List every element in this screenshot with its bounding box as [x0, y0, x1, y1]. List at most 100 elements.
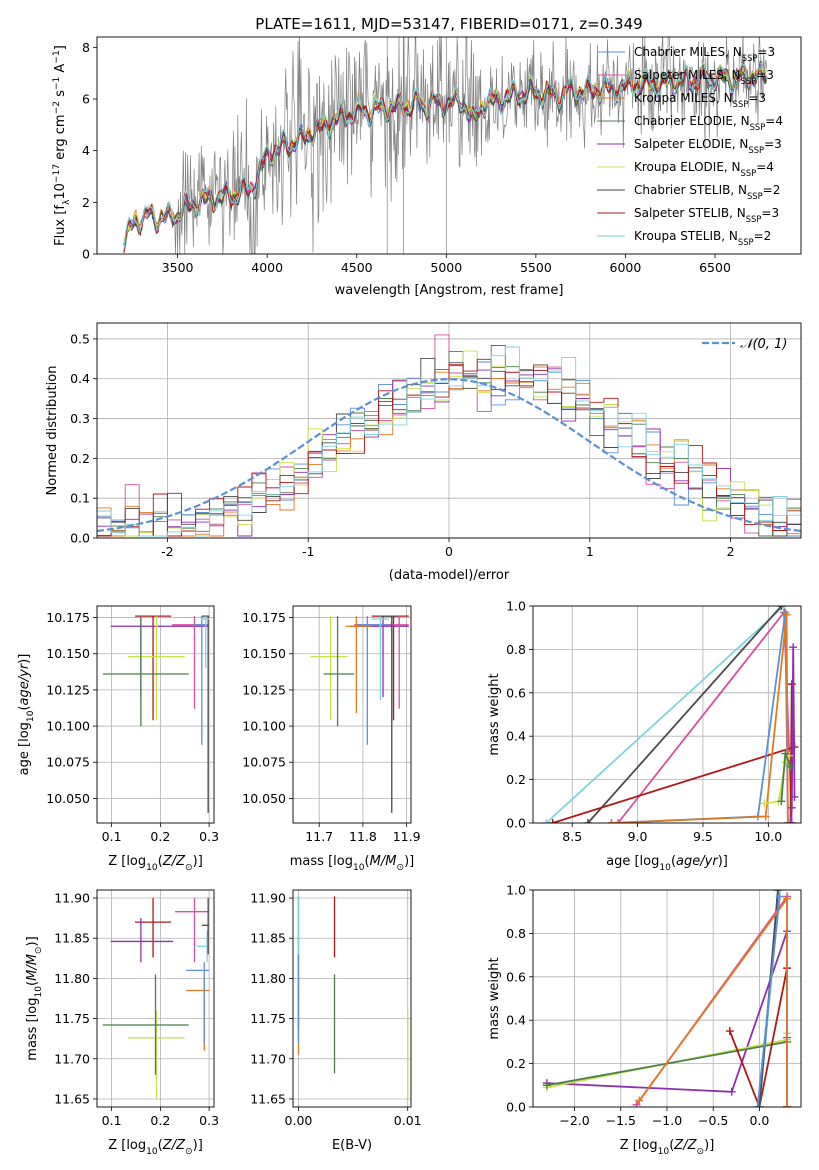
y-tick-label: 0.8 — [506, 926, 526, 941]
label-part: )] — [404, 854, 414, 869]
label-part: −2 — [52, 101, 62, 114]
axes-frame — [292, 889, 412, 1108]
legend-label: Kroupa STELIB, NSSP=2 — [634, 229, 771, 247]
plot-area — [310, 615, 409, 813]
x-tick-label: −1.0 — [652, 1113, 682, 1128]
y-axis-label: Normed distribution — [45, 366, 60, 496]
axes-frame — [532, 605, 802, 824]
y-tick-label: 10.050 — [46, 791, 90, 806]
y-tick-label: 0.2 — [506, 1056, 526, 1071]
label-part: =3 — [761, 206, 779, 220]
y-tick-label: 10.150 — [46, 646, 90, 661]
model-spectrum-line — [123, 58, 768, 250]
weight-line — [756, 896, 781, 1107]
label-part: −17 — [52, 164, 62, 183]
x-axis-label: E(B-V) — [332, 1138, 372, 1153]
label-part: M/M — [25, 954, 40, 981]
x-tick-label: 0.00 — [285, 1113, 313, 1128]
y-tick-label: 0.0 — [506, 816, 526, 831]
weight-line — [728, 967, 788, 1107]
label-part: Flux [f — [53, 205, 68, 246]
label-part: ( — [17, 705, 32, 710]
label-part: 10 — [146, 1147, 158, 1157]
label-part: )] — [193, 1138, 203, 1153]
y-tick-label: 11.65 — [54, 1091, 90, 1106]
label-part: Z [log — [108, 854, 146, 869]
y-tick-label: 0.4 — [506, 1013, 526, 1028]
y-tick-label: 11.90 — [250, 891, 286, 906]
label-part: ] — [53, 45, 68, 50]
y-tick-label: 0.4 — [70, 371, 90, 386]
weight-marker — [775, 892, 784, 901]
label-part: =4 — [756, 160, 774, 174]
y-tick-label: 10.150 — [242, 646, 286, 661]
plot-area — [102, 898, 210, 1099]
y-tick-label: 11.65 — [250, 1091, 286, 1106]
residual-histogram — [97, 358, 801, 538]
label-part: ⊙ — [697, 1147, 705, 1157]
plot-area — [297, 896, 409, 1099]
weight-vs-metallicity-panel: −2.0 −1.5 −1.0 −0.5 0.0 0.0 0.2 0.4 0.6 0.8 1.0 mas… — [487, 883, 802, 1157]
plot-area — [123, 37, 768, 254]
x-tick-label: 0.1 — [102, 829, 122, 844]
label-part: )] — [704, 1138, 714, 1153]
y-tick-label: 1.0 — [506, 883, 526, 898]
weight-marker — [783, 894, 792, 903]
label-part: ( — [669, 1138, 674, 1153]
x-axis-label: age [log10(age/yr)] — [606, 854, 728, 873]
weight-marker — [789, 643, 798, 652]
weight-marker — [783, 1103, 792, 1107]
weight-line — [617, 610, 793, 823]
y-tick-label: 8 — [82, 40, 90, 55]
label-part: Salpeter ELODIE, N — [634, 137, 748, 151]
label-part: age/yr — [676, 854, 719, 869]
label-part: Z [log — [620, 1138, 658, 1153]
y-tick-label: 11.80 — [54, 971, 90, 986]
label-part: SSP — [738, 237, 754, 247]
x-tick-label: −0.5 — [698, 1113, 728, 1128]
axes-frame — [96, 36, 802, 255]
residual-histogram — [97, 346, 801, 538]
label-part: 10 — [53, 183, 68, 200]
x-axis-label: Z [log10(Z/Z⊙)] — [620, 1138, 715, 1157]
label-part: A — [53, 64, 68, 77]
weight-line — [587, 606, 783, 823]
weight-marker — [548, 819, 557, 823]
y-tick-label: 10.050 — [242, 791, 286, 806]
label-part: SSP — [748, 145, 764, 155]
plot-area — [102, 615, 210, 813]
y-tick-label: 11.90 — [54, 891, 90, 906]
axes-frame — [532, 889, 802, 1108]
label-part: Z/Z — [673, 1138, 697, 1153]
weight-marker — [607, 819, 616, 823]
label-part: 10 — [34, 986, 44, 998]
x-tick-label: 0.01 — [394, 1113, 422, 1128]
y-tick-label: 10.100 — [242, 719, 286, 734]
label-part: ( — [158, 854, 163, 869]
y-tick-label: 11.70 — [54, 1051, 90, 1066]
weight-marker — [783, 819, 792, 823]
legend-label: Salpeter ELODIE, NSSP=3 — [634, 137, 782, 155]
x-tick-label: 5000 — [430, 260, 462, 275]
weight-marker — [786, 819, 795, 823]
x-tick-label: 0.2 — [150, 1113, 170, 1128]
y-tick-label: 0 — [82, 247, 90, 262]
weight-line — [789, 647, 796, 823]
figure-title: PLATE=1611, MJD=53147, FIBERID=0171, z=0… — [255, 15, 642, 33]
x-tick-label: 0.3 — [199, 1113, 219, 1128]
y-tick-label: 10.175 — [242, 610, 286, 625]
weight-marker — [773, 890, 782, 894]
label-part: SSP — [742, 53, 758, 63]
weight-line — [545, 606, 785, 823]
spectrum-panel: 3500 4000 4500 5000 5500 6000 6500 0 2 4 6 8 Chabrie… — [52, 36, 802, 298]
label-part: age [log — [17, 722, 32, 775]
weight-marker — [777, 797, 786, 806]
axes-frame — [96, 605, 215, 824]
label-part: ⊙ — [185, 863, 193, 873]
y-tick-label: 11.80 — [250, 971, 286, 986]
label-part: Z/Z — [162, 1138, 186, 1153]
label-part: Kroupa ELODIE, N — [634, 160, 741, 174]
weight-marker — [542, 819, 551, 823]
y-tick-label: 0.6 — [506, 969, 526, 984]
